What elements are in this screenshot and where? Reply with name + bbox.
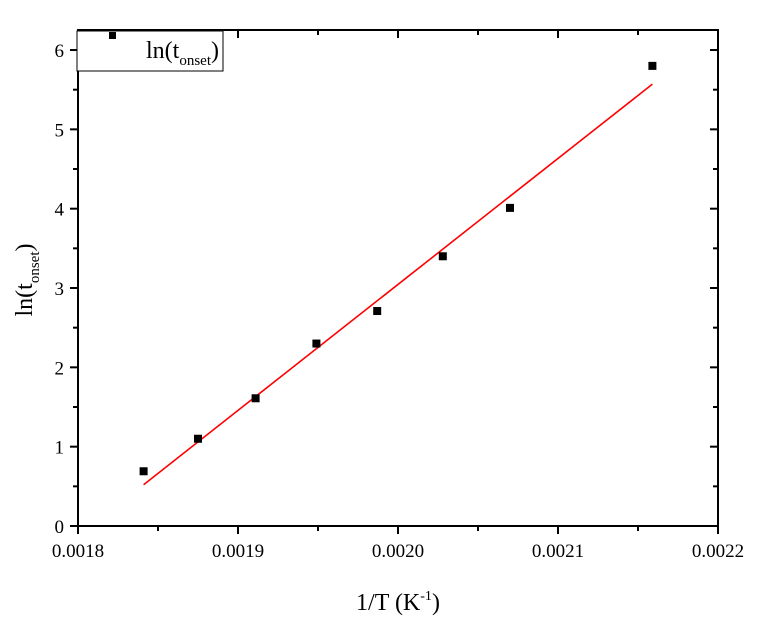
data-point	[373, 307, 382, 316]
data-point	[648, 61, 657, 70]
legend: ln(tonset)	[76, 30, 224, 72]
x-tick-label: 0.0018	[52, 541, 104, 562]
data-point	[438, 252, 447, 261]
data-point	[251, 394, 260, 403]
y-tick-label: 5	[55, 120, 65, 141]
y-tick-label: 4	[55, 200, 65, 221]
y-tick-label: 1	[55, 438, 65, 459]
y-tick-label: 0	[55, 517, 65, 538]
legend-label: ln(tonset)	[146, 38, 219, 69]
data-point	[139, 467, 148, 476]
x-tick-label: 0.0019	[212, 541, 264, 562]
data-point	[194, 434, 202, 443]
plot-axes: 0.0018 0.0019 0.0020 0.0021 0.0022 0 1 2 3 4 5 6	[52, 29, 744, 562]
y-tick-label: 3	[55, 279, 65, 300]
y-tick-label: 2	[55, 358, 65, 379]
x-tick-label: 0.0020	[372, 541, 424, 562]
y-axis-label: ln(tonset)	[12, 244, 43, 317]
fit-line	[143, 83, 653, 486]
data-points	[139, 61, 657, 476]
y-tick-label: 6	[55, 41, 65, 62]
data-point	[506, 203, 514, 212]
legend-marker-icon	[109, 32, 116, 39]
x-tick-label: 0.0022	[692, 541, 744, 562]
x-axis-label: 1/T (K-1)	[356, 589, 440, 616]
data-point	[312, 339, 321, 348]
x-tick-label: 0.0021	[532, 541, 584, 562]
